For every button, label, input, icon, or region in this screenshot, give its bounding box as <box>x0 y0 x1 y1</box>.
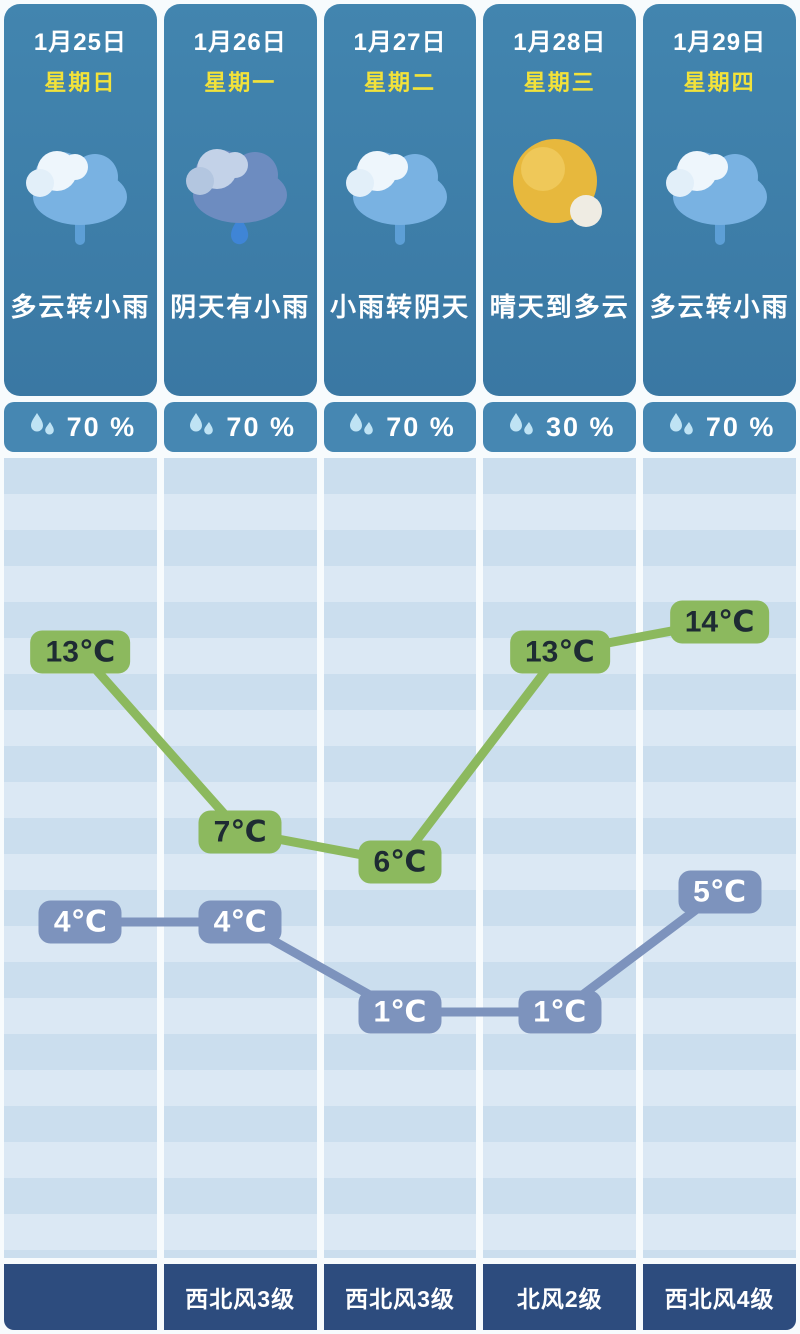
precipitation-value: 70 % <box>66 411 137 442</box>
precipitation-bar: 30 % <box>483 402 637 452</box>
weekday-label: 星期四 <box>683 70 756 95</box>
low-temp-label: 4℃ <box>198 900 282 944</box>
chart-column-band <box>483 458 637 1258</box>
water-drop-icon <box>504 408 538 447</box>
date-label: 1月27日 <box>353 29 447 56</box>
wind-segment: 西北风3级 <box>323 1264 477 1330</box>
low-temp-label: 1℃ <box>518 990 602 1034</box>
wind-label: 西北风3级 <box>345 1286 455 1312</box>
wind-label: 北风2级 <box>516 1286 603 1312</box>
condition-label: 多云转小雨 <box>10 292 151 322</box>
low-temp-label: 5℃ <box>678 870 762 914</box>
wind-segment <box>4 1264 157 1330</box>
cloud-drizzle-icon <box>5 97 155 287</box>
wind-row: 西北风3级 西北风3级 北风2级 西北风4级 <box>4 1264 796 1330</box>
high-temp-line <box>75 617 725 867</box>
high-temp-label: 13℃ <box>509 630 610 674</box>
cloud-drizzle-icon <box>645 97 795 287</box>
chart-column-band <box>643 458 796 1258</box>
weekday-label: 星期二 <box>363 70 436 95</box>
precipitation-bar: 70 % <box>4 402 157 452</box>
wind-label: 西北风3级 <box>185 1286 296 1312</box>
wind-label: 西北风4级 <box>664 1286 775 1312</box>
water-drop-icon <box>664 408 698 447</box>
condition-label: 晴天到多云 <box>489 292 630 322</box>
day-card: 1月26日 星期一 阴天有小雨 <box>163 4 317 396</box>
weekday-label: 星期三 <box>523 70 596 95</box>
temperature-chart: 13℃ 7℃ 6℃ 13℃ 14℃ 4℃ 4℃ 1℃ 1℃ 5℃ <box>4 458 796 1258</box>
water-drop-icon <box>184 408 218 447</box>
condition-label: 阴天有小雨 <box>170 292 311 322</box>
day-card: 1月28日 星期三 晴天到多云 <box>483 4 637 396</box>
precipitation-bar: 70 % <box>323 402 477 452</box>
wind-segment: 西北风4级 <box>643 1264 796 1330</box>
low-temp-label: 4℃ <box>38 900 122 944</box>
chart-column-band <box>4 458 157 1258</box>
wind-segment: 北风2级 <box>483 1264 637 1330</box>
date-label: 1月29日 <box>673 29 767 56</box>
cloud-drizzle-icon <box>325 97 475 287</box>
date-label: 1月26日 <box>193 29 287 56</box>
day-card: 1月29日 星期四 多云转小雨 <box>643 4 796 396</box>
high-temp-label: 14℃ <box>669 600 770 644</box>
date-label: 1月28日 <box>513 29 607 56</box>
precipitation-value: 70 % <box>386 411 456 442</box>
high-temp-label: 13℃ <box>30 630 131 674</box>
weekday-label: 星期一 <box>204 70 277 95</box>
weekday-label: 星期日 <box>44 70 117 95</box>
water-drop-icon <box>25 408 59 447</box>
water-drop-icon <box>344 408 378 447</box>
precipitation-bar: 70 % <box>643 402 796 452</box>
wind-segment: 西北风3级 <box>163 1264 317 1330</box>
chart-column-band <box>163 458 317 1258</box>
precipitation-value: 30 % <box>546 411 616 442</box>
condition-label: 多云转小雨 <box>649 292 790 322</box>
date-label: 1月25日 <box>33 29 127 56</box>
day-card: 1月27日 星期二 小雨转阴天 <box>323 4 477 396</box>
precipitation-value: 70 % <box>226 411 296 442</box>
dark-rain-cloud-icon <box>165 97 315 287</box>
high-temp-label: 7℃ <box>198 810 282 854</box>
day-card: 1月25日 星期日 多云转小雨 <box>4 4 157 396</box>
precipitation-value: 70 % <box>705 411 776 442</box>
sun-icon <box>485 97 635 287</box>
cards-row: 1月25日 星期日 多云转小雨 1月26日 星期一 阴天有小雨 1月27日 星期… <box>4 4 796 396</box>
condition-label: 小雨转阴天 <box>329 292 470 322</box>
precipitation-row: 70 % 70 % 70 % 30 % 70 % <box>4 402 796 452</box>
low-temp-label: 1℃ <box>358 990 442 1034</box>
high-temp-label: 6℃ <box>358 840 442 884</box>
precipitation-bar: 70 % <box>163 402 317 452</box>
